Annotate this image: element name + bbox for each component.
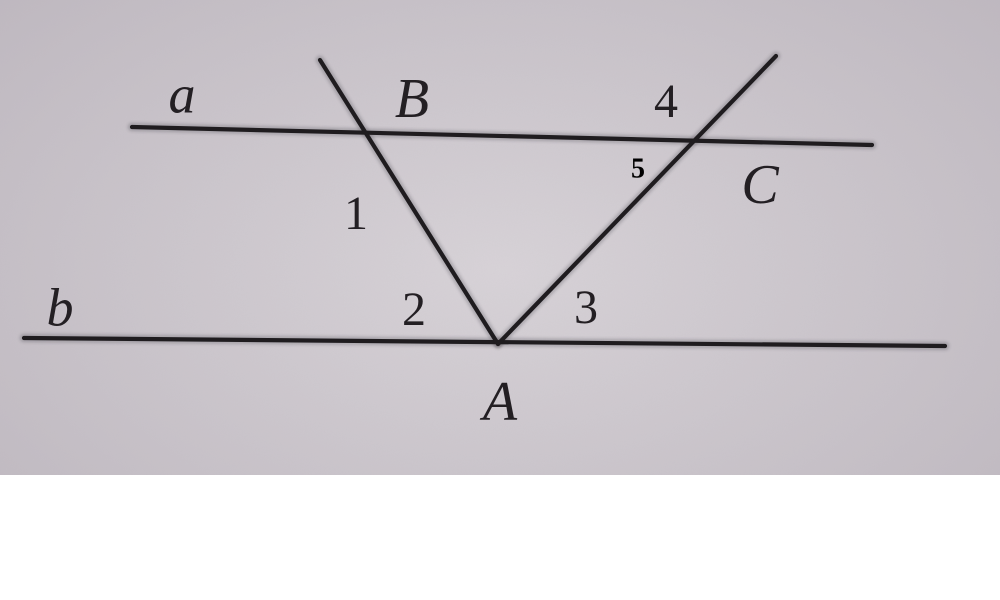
label-point-B: B [395,68,429,130]
label-angle-2: 2 [402,283,426,336]
geometry-diagram: a b B C A 1 2 3 4 5 [0,0,1000,600]
label-angle-3: 3 [574,281,598,334]
label-angle-5: 5 [631,153,645,184]
bottom-white-band [0,475,1000,600]
label-angle-1: 1 [344,187,368,240]
label-point-A: A [479,371,518,433]
label-line-b: b [47,277,74,337]
label-angle-4: 4 [654,75,678,128]
label-line-a: a [169,64,196,124]
label-point-C: C [741,154,779,216]
